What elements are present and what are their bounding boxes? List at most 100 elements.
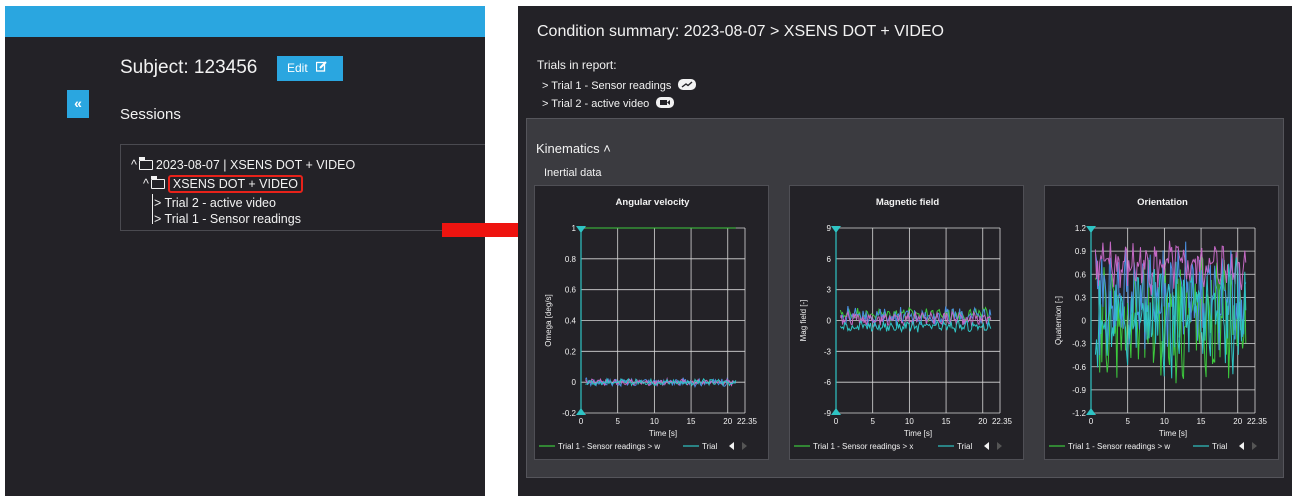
- y-tick-label: 0.8: [565, 255, 577, 264]
- x-tick-label: 0: [834, 417, 839, 426]
- chevron-up-icon[interactable]: ^: [131, 158, 137, 172]
- tree-item-session[interactable]: ^ 2023-08-07 | XSENS DOT + VIDEO: [131, 157, 356, 172]
- y-axis-label: Mag field [-]: [799, 300, 808, 342]
- chart-title: Orientation: [1137, 197, 1188, 208]
- legend-next-icon[interactable]: [742, 442, 747, 450]
- x-tick-label: 20: [978, 417, 987, 426]
- legend-prev-icon[interactable]: [729, 442, 734, 450]
- edit-icon: [315, 56, 327, 81]
- chart-magnetic-field[interactable]: Magnetic field -9 -6 -3 0 3 6 9 0 5 10 15 20 22.35 Tim…: [789, 185, 1024, 460]
- kinematics-toggle[interactable]: Kinematics ˄: [536, 141, 611, 156]
- chart-svg: Magnetic field -9 -6 -3 0 3 6 9 0 5 10 15 20 22.35 Tim…: [794, 197, 1013, 451]
- x-tick-label: 20: [723, 417, 732, 426]
- x-axis-label: Time [s]: [904, 429, 932, 438]
- video-icon[interactable]: [656, 97, 675, 108]
- edit-label: Edit: [287, 61, 308, 75]
- range-marker-icon[interactable]: [576, 226, 586, 233]
- x-tick-label: 10: [650, 417, 659, 426]
- y-tick-label: -6: [824, 378, 832, 387]
- legend-item[interactable]: Trial: [957, 442, 972, 451]
- x-tick-label: 5: [870, 417, 875, 426]
- legend-next-icon[interactable]: [1252, 442, 1257, 450]
- report-trial-item[interactable]: > Trial 1 - Sensor readings: [542, 79, 697, 92]
- series-line: [1094, 257, 1247, 379]
- range-marker-icon[interactable]: [1086, 226, 1096, 233]
- x-axis-label: Time [s]: [1159, 429, 1187, 438]
- top-bar: [5, 6, 485, 37]
- folder-open-icon: [150, 176, 165, 189]
- x-tick-label: 10: [905, 417, 914, 426]
- y-tick-label: 0: [572, 378, 577, 387]
- chart-title: Angular velocity: [616, 197, 691, 208]
- x-tick-label: 22.35: [992, 417, 1013, 426]
- y-tick-label: -0.2: [562, 409, 576, 418]
- subject-title: Subject: 123456: [120, 57, 258, 78]
- y-tick-label: -0.9: [1072, 386, 1086, 395]
- x-tick-label: 5: [1125, 417, 1130, 426]
- legend-item[interactable]: Trial 1 - Sensor readings > x: [813, 442, 913, 451]
- kinematics-title: Kinematics: [536, 141, 600, 156]
- tree-item-condition[interactable]: ^ XSENS DOT + VIDEO: [143, 175, 304, 193]
- series-line: [1094, 256, 1247, 384]
- legend-next-icon[interactable]: [997, 442, 1002, 450]
- y-tick-label: -1.2: [1072, 409, 1086, 418]
- folder-open-icon: [138, 157, 153, 170]
- legend-item[interactable]: Trial: [1212, 442, 1227, 451]
- chevron-up-icon[interactable]: ^: [143, 177, 149, 191]
- legend-prev-icon[interactable]: [984, 442, 989, 450]
- edit-button[interactable]: Edit: [277, 56, 343, 81]
- chart-orientation[interactable]: Orientation -1.2 -0.9 -0.6 -0.3 0 0.3 0.6 0.9 1.2…: [1044, 185, 1279, 460]
- report-trial-item[interactable]: > Trial 2 - active video: [542, 97, 675, 110]
- session-panel: « Subject: 123456 Edit Sessions ^ 2023-08…: [5, 6, 485, 496]
- series-line: [1094, 240, 1247, 295]
- legend-item[interactable]: Trial: [702, 442, 717, 451]
- x-tick-label: 15: [942, 417, 951, 426]
- y-tick-label: 6: [827, 255, 832, 264]
- trials-title: Trials in report:: [537, 58, 617, 72]
- report-trial-label: > Trial 2 - active video: [542, 98, 650, 110]
- legend-item[interactable]: Trial 1 - Sensor readings > w: [558, 442, 660, 451]
- legend-item[interactable]: Trial 1 - Sensor readings > w: [1068, 442, 1170, 451]
- tree-item-trial[interactable]: > Trial 2 - active video: [154, 196, 276, 210]
- series-line: [585, 377, 737, 387]
- arrow-shaft: [442, 223, 524, 237]
- x-tick-label: 15: [1197, 417, 1206, 426]
- tree-item-trial[interactable]: > Trial 1 - Sensor readings: [154, 212, 301, 226]
- y-tick-label: 0.6: [565, 286, 577, 295]
- x-tick-label: 20: [1233, 417, 1242, 426]
- range-marker-icon[interactable]: [576, 408, 586, 415]
- x-tick-label: 0: [579, 417, 584, 426]
- series-line: [839, 319, 992, 333]
- series-line: [839, 310, 992, 327]
- chart-title: Magnetic field: [876, 197, 940, 208]
- y-axis-label: Omega [deg/s]: [544, 294, 553, 346]
- x-tick-label: 0: [1089, 417, 1094, 426]
- inertial-data-label: Inertial data: [544, 167, 602, 179]
- chevron-up-icon: ˄: [603, 141, 611, 156]
- y-tick-label: -9: [824, 409, 832, 418]
- condition-label: XSENS DOT + VIDEO: [167, 175, 304, 193]
- x-tick-label: 15: [687, 417, 696, 426]
- collapse-sidebar-button[interactable]: «: [67, 90, 89, 118]
- range-marker-icon[interactable]: [1086, 408, 1096, 415]
- x-tick-label: 5: [615, 417, 620, 426]
- y-tick-label: 0.3: [1075, 293, 1087, 302]
- chart-svg: Angular velocity-0.200.20.40.60.810 5 10 15…: [539, 197, 758, 451]
- y-tick-label: 0.4: [565, 317, 577, 326]
- y-tick-label: -0.6: [1072, 363, 1086, 372]
- y-tick-label: -3: [824, 347, 832, 356]
- y-tick-label: -0.3: [1072, 340, 1086, 349]
- x-tick-label: 10: [1160, 417, 1169, 426]
- tree-connector: [152, 194, 153, 224]
- session-tree: ^ 2023-08-07 | XSENS DOT + VIDEO ^ XSENS D…: [120, 144, 485, 231]
- chart-angular-velocity[interactable]: Angular velocity -0.2 0 0.2 0.4 0.6 0.8 1 0 5 10 15…: [534, 185, 769, 460]
- condition-summary-panel: Condition summary: 2023-08-07 > XSENS DO…: [518, 6, 1292, 496]
- report-trial-label: > Trial 1 - Sensor readings: [542, 80, 672, 92]
- range-marker-icon[interactable]: [831, 408, 841, 415]
- range-marker-icon[interactable]: [831, 226, 841, 233]
- chart-icon[interactable]: [678, 79, 697, 90]
- session-label: 2023-08-07 | XSENS DOT + VIDEO: [155, 158, 356, 172]
- legend-prev-icon[interactable]: [1239, 442, 1244, 450]
- y-tick-label: 0.9: [1075, 247, 1087, 256]
- y-tick-label: 9: [827, 224, 832, 233]
